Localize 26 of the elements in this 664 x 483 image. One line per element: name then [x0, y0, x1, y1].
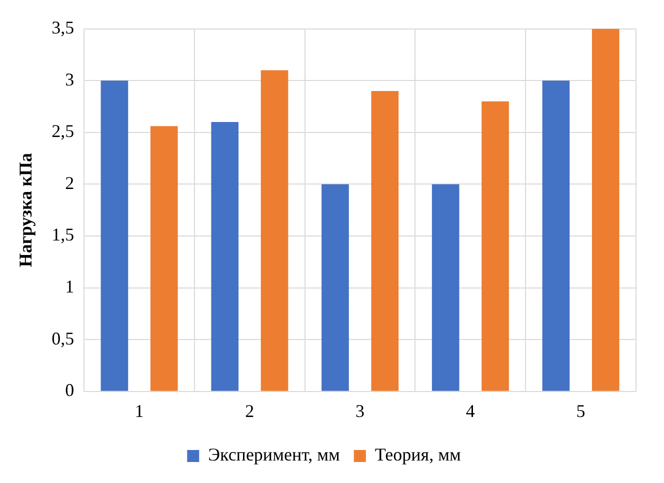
bar: [150, 126, 178, 391]
bar: [542, 80, 570, 391]
bar: [322, 184, 349, 391]
bar: [260, 70, 288, 391]
x-tick-label: 4: [466, 400, 475, 421]
bar: [432, 184, 460, 391]
y-tick-label: 3,5: [52, 18, 74, 38]
y-tick-label: 1,5: [52, 224, 74, 245]
y-tick-label: 2,5: [52, 121, 74, 142]
legend-label: Эксперимент, мм: [208, 444, 340, 465]
y-tick-label: 2: [65, 172, 74, 193]
bar: [211, 122, 238, 391]
x-tick-label: 3: [356, 400, 365, 421]
bar: [592, 28, 620, 391]
x-tick-label: 5: [576, 400, 586, 421]
bar: [482, 101, 509, 391]
y-tick-label: 0: [65, 380, 74, 400]
legend-label: Теория, мм: [374, 444, 461, 465]
y-tick-label: 3: [65, 69, 74, 90]
y-tick-label: 1: [65, 276, 74, 297]
y-axis-title: Нагрузка кПа: [15, 153, 36, 268]
x-tick-label: 2: [245, 400, 254, 421]
x-tick-label: 1: [134, 400, 144, 421]
y-tick-label: 0,5: [52, 328, 74, 348]
bar: [371, 90, 399, 391]
bar: [100, 80, 128, 391]
